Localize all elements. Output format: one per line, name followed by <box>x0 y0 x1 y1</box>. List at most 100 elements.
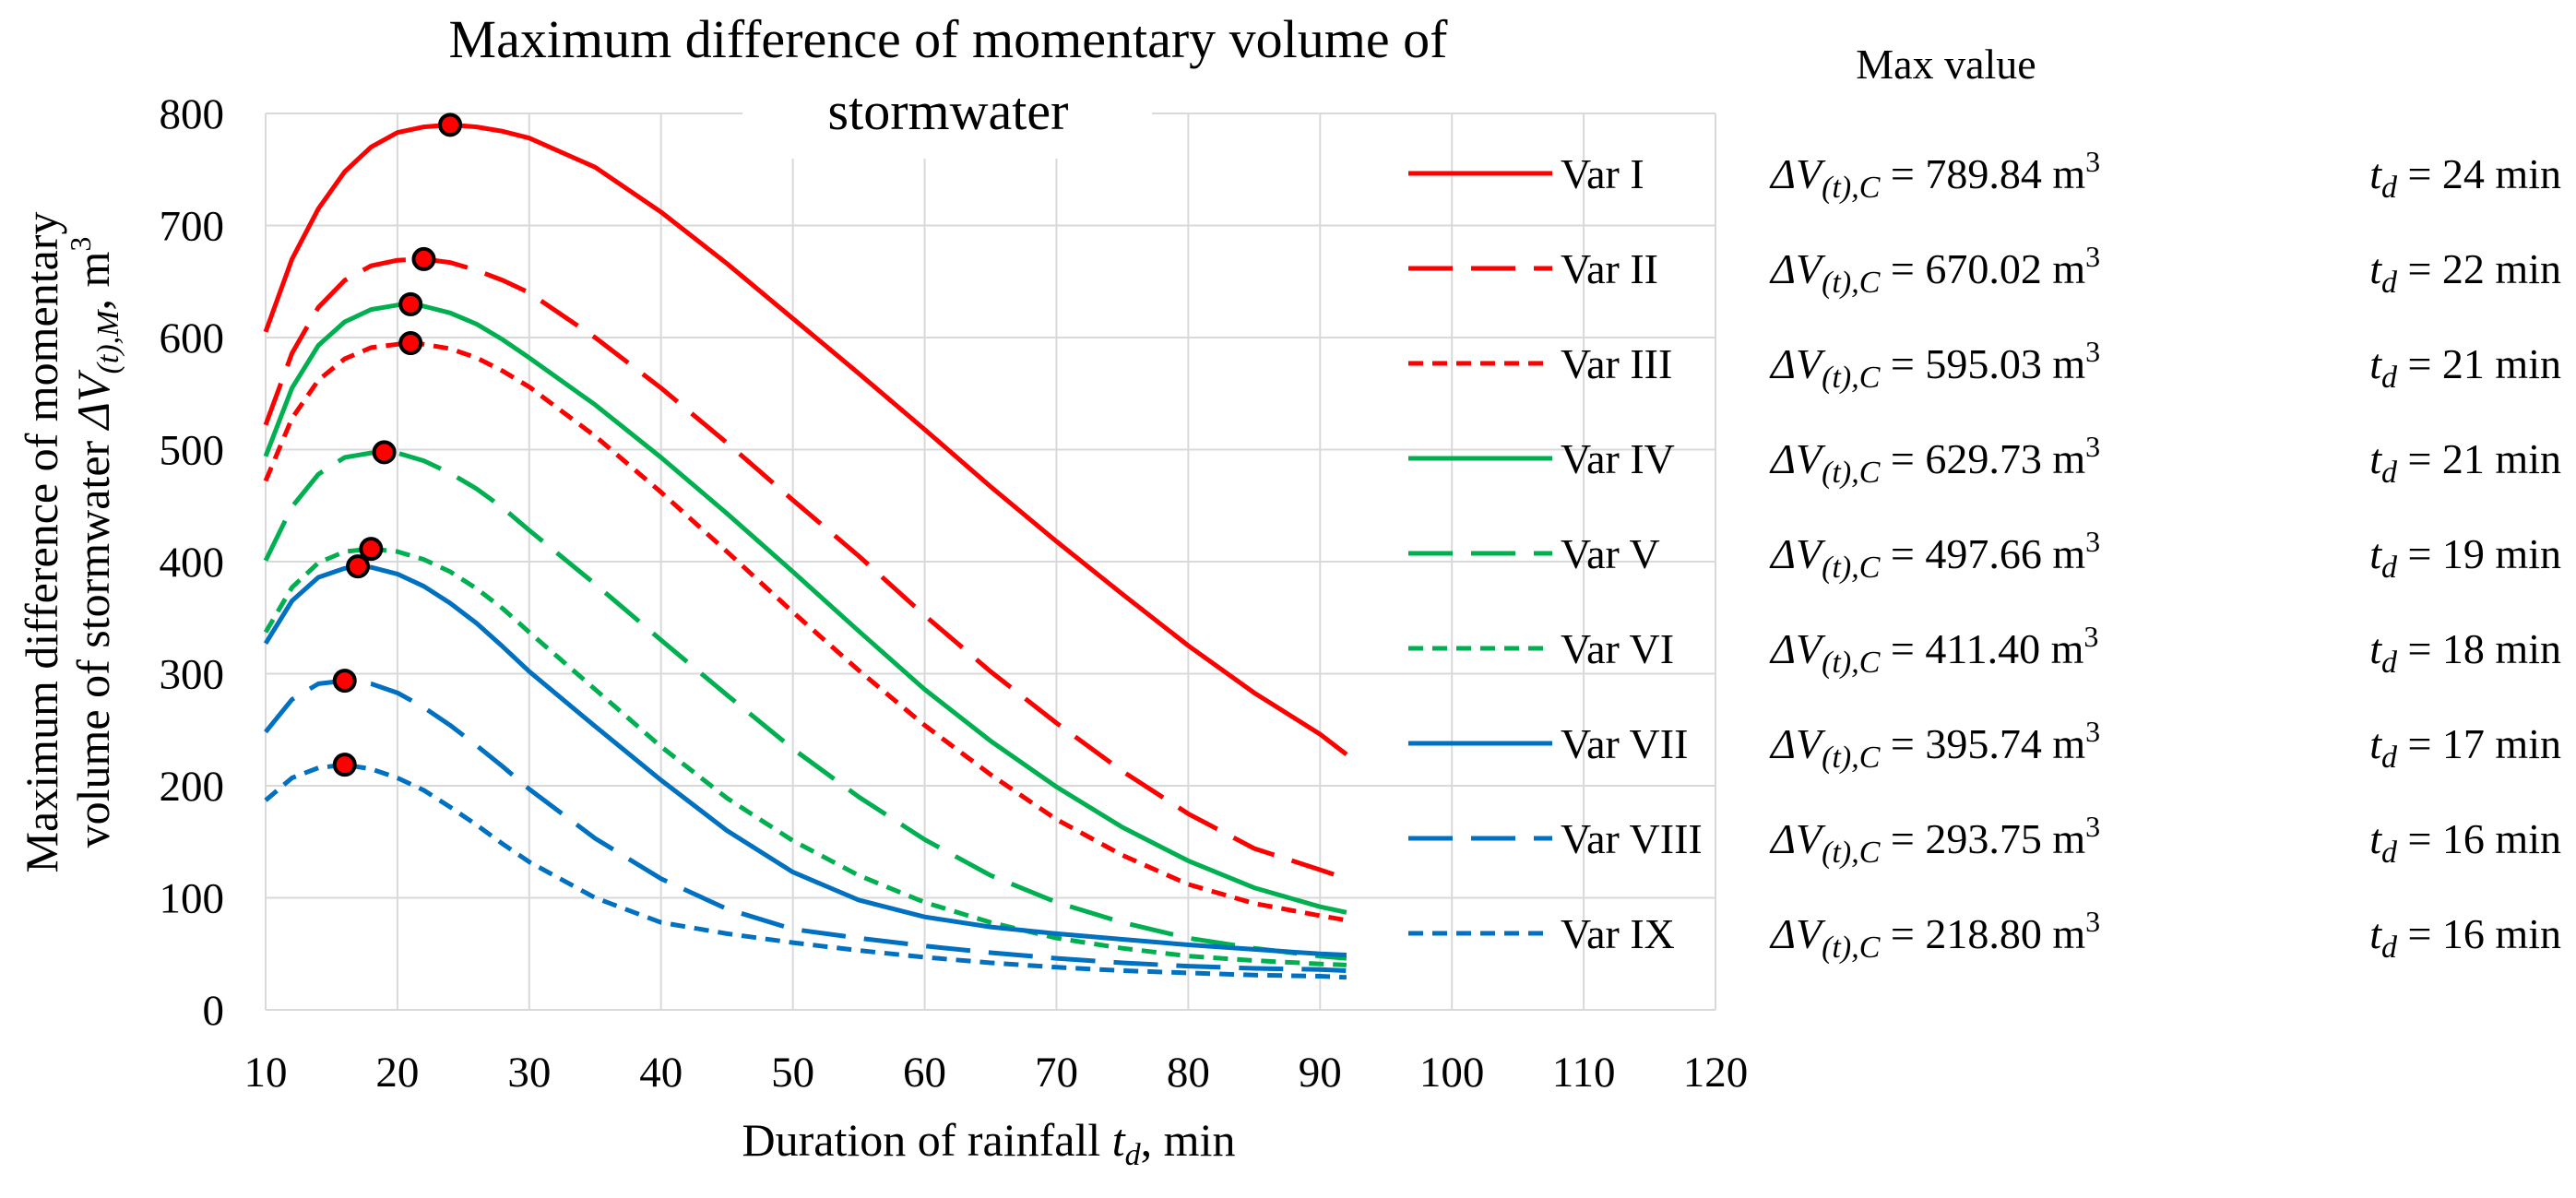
x-axis-label-main: Duration of rainfall <box>742 1114 1112 1166</box>
y-tick-label: 300 <box>160 651 225 699</box>
dv-symbol: ΔV <box>1769 150 1826 197</box>
td-subscript: d <box>2381 361 2398 395</box>
max-dv-value: ΔV(t),C = 218.80 m3 <box>1769 905 2100 965</box>
max-td-value: td = 16 min <box>2369 910 2561 965</box>
max-dv-value: ΔV(t),C = 789.84 m3 <box>1769 145 2100 205</box>
peak-marker-5 <box>372 440 397 465</box>
dv-symbol: ΔV <box>1769 340 1826 387</box>
y-tick-label: 100 <box>160 875 225 923</box>
max-td-value: td = 18 min <box>2369 625 2561 680</box>
max-dv-value: ΔV(t),C = 497.66 m3 <box>1769 525 2100 585</box>
legend-row: Var IV ΔV(t),C = 629.73 m3 td = 21 min <box>1408 430 2561 490</box>
max-dv-value: ΔV(t),C = 629.73 m3 <box>1769 430 2100 490</box>
peak-marker-3 <box>398 331 423 356</box>
y-axis-label-unit: , m <box>67 252 119 311</box>
x-tick-label: 100 <box>1419 1049 1485 1097</box>
series-line-3 <box>263 340 1347 923</box>
x-tick-label: 80 <box>1167 1049 1210 1097</box>
dv-symbol: ΔV <box>1769 720 1826 767</box>
dv-number: = 411.40 m <box>1880 625 2083 672</box>
y-axis-label: Maximum difference of momentary volume o… <box>16 212 125 873</box>
x-tick-label: 50 <box>771 1049 814 1097</box>
td-symbol: t <box>2369 530 2382 577</box>
td-subscript: d <box>2381 836 2398 870</box>
dv-unit-sup: 3 <box>2083 620 2098 653</box>
max-td-value: td = 16 min <box>2369 815 2561 870</box>
legend-label: Var I <box>1561 150 1644 197</box>
dv-subscript: (t),C <box>1822 171 1881 205</box>
x-tick-label: 40 <box>639 1049 683 1097</box>
x-axis-label-unit: , min <box>1141 1114 1236 1166</box>
chart-title: Maximum difference of momentary volume o… <box>449 9 1449 141</box>
dv-number: = 218.80 m <box>1880 910 2085 957</box>
dv-subscript: (t),C <box>1822 646 1881 680</box>
x-tick-label: 90 <box>1299 1049 1342 1097</box>
series-line-6 <box>263 546 1347 967</box>
td-number: = 18 min <box>2397 625 2561 672</box>
y-tick-label: 0 <box>203 987 225 1035</box>
series-line-2 <box>263 256 1347 882</box>
max-td-value: td = 21 min <box>2369 435 2561 490</box>
td-number: = 22 min <box>2397 245 2561 292</box>
x-tick-label: 60 <box>903 1049 946 1097</box>
dv-subscript: (t),C <box>1822 741 1881 775</box>
y-axis-label-sup: 3 <box>64 237 97 252</box>
x-axis-label: Duration of rainfall td, min <box>742 1114 1236 1172</box>
y-axis-label-line2: volume of stormwater ΔV(t),M, m3 <box>64 237 125 848</box>
y-tick-label: 800 <box>160 90 225 138</box>
td-subscript: d <box>2381 171 2398 205</box>
series-line-4 <box>263 302 1347 915</box>
x-tick-label: 110 <box>1552 1049 1616 1097</box>
y-axis-label-pre: volume of stormwater <box>67 429 119 848</box>
max-td-value: td = 24 min <box>2369 150 2561 205</box>
y-tick-label: 200 <box>160 763 225 811</box>
max-td-value: td = 17 min <box>2369 720 2561 775</box>
dv-unit-sup: 3 <box>2085 810 2100 843</box>
series-line-1 <box>263 122 1348 756</box>
td-symbol: t <box>2369 340 2382 387</box>
peak-markers <box>332 113 463 777</box>
legend-label: Var II <box>1561 245 1658 292</box>
series-lines <box>263 122 1348 980</box>
x-tick-labels: 10 20 30 40 50 60 70 80 90 100 110 120 <box>244 1049 1749 1097</box>
chart-title-line2: stormwater <box>828 81 1069 141</box>
legend-row: Var VIII ΔV(t),C = 293.75 m3 td = 16 min <box>1408 810 2561 870</box>
td-subscript: d <box>2381 551 2398 585</box>
dv-symbol: ΔV <box>1769 625 1826 672</box>
x-axis-label-subscript: d <box>1125 1138 1142 1172</box>
td-number: = 19 min <box>2397 530 2561 577</box>
td-symbol: t <box>2369 245 2382 292</box>
peak-marker-9 <box>332 753 357 777</box>
dv-subscript: (t),C <box>1822 456 1881 490</box>
gridlines <box>265 113 1716 1011</box>
x-tick-label: 120 <box>1683 1049 1749 1097</box>
dv-number: = 395.74 m <box>1880 720 2085 767</box>
legend-label: Var VIII <box>1561 815 1703 862</box>
dv-unit-sup: 3 <box>2085 430 2100 463</box>
dv-subscript: (t),C <box>1822 836 1881 870</box>
legend-label: Var VI <box>1561 625 1674 672</box>
x-tick-label: 20 <box>375 1049 419 1097</box>
td-symbol: t <box>2369 720 2382 767</box>
y-axis-label-subscript: (t),M <box>91 309 125 374</box>
dv-number: = 629.73 m <box>1880 435 2085 482</box>
td-number: = 21 min <box>2397 435 2561 482</box>
legend-row: Var VI ΔV(t),C = 411.40 m3 td = 18 min <box>1408 620 2561 680</box>
legend-row: Var IX ΔV(t),C = 218.80 m3 td = 16 min <box>1408 905 2561 965</box>
dv-symbol: ΔV <box>1769 435 1826 482</box>
legend-label: Var V <box>1561 530 1660 577</box>
peak-marker-2 <box>411 246 436 271</box>
max-td-value: td = 19 min <box>2369 530 2561 585</box>
peak-marker-8 <box>332 669 357 694</box>
td-symbol: t <box>2369 910 2382 957</box>
td-number: = 17 min <box>2397 720 2561 767</box>
title-wrap-mask <box>742 94 1152 159</box>
max-dv-value: ΔV(t),C = 670.02 m3 <box>1769 240 2100 300</box>
td-subscript: d <box>2381 931 2398 965</box>
dv-number: = 789.84 m <box>1880 150 2085 197</box>
max-value-header: Max value <box>1856 41 2036 88</box>
dv-unit-sup: 3 <box>2085 905 2100 938</box>
max-dv-value: ΔV(t),C = 395.74 m3 <box>1769 715 2100 775</box>
td-number: = 24 min <box>2397 150 2561 197</box>
